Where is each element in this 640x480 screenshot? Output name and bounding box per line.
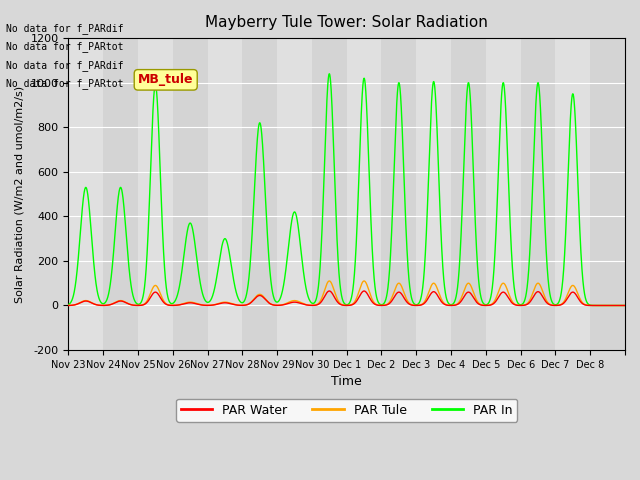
Text: No data for f_PARtot: No data for f_PARtot [6, 41, 124, 52]
Bar [416, 38, 451, 350]
Bar [207, 38, 243, 350]
Bar [590, 38, 625, 350]
Bar [243, 38, 277, 350]
Y-axis label: Solar Radiation (W/m2 and umol/m2/s): Solar Radiation (W/m2 and umol/m2/s) [15, 85, 25, 303]
Bar [486, 38, 520, 350]
X-axis label: Time: Time [332, 375, 362, 388]
Text: MB_tule: MB_tule [138, 73, 193, 86]
Bar [138, 38, 173, 350]
Bar [520, 38, 556, 350]
Text: No data for f_PARdif: No data for f_PARdif [6, 23, 124, 34]
Bar [277, 38, 312, 350]
Bar [451, 38, 486, 350]
Bar [173, 38, 207, 350]
Bar [347, 38, 381, 350]
Legend: PAR Water, PAR Tule, PAR In: PAR Water, PAR Tule, PAR In [176, 399, 517, 422]
Bar [103, 38, 138, 350]
Text: No data for f_PARtot: No data for f_PARtot [6, 78, 124, 89]
Text: No data for f_PARdif: No data for f_PARdif [6, 60, 124, 71]
Bar [556, 38, 590, 350]
Bar [381, 38, 416, 350]
Title: Mayberry Tule Tower: Solar Radiation: Mayberry Tule Tower: Solar Radiation [205, 15, 488, 30]
Bar [312, 38, 347, 350]
Bar [68, 38, 103, 350]
